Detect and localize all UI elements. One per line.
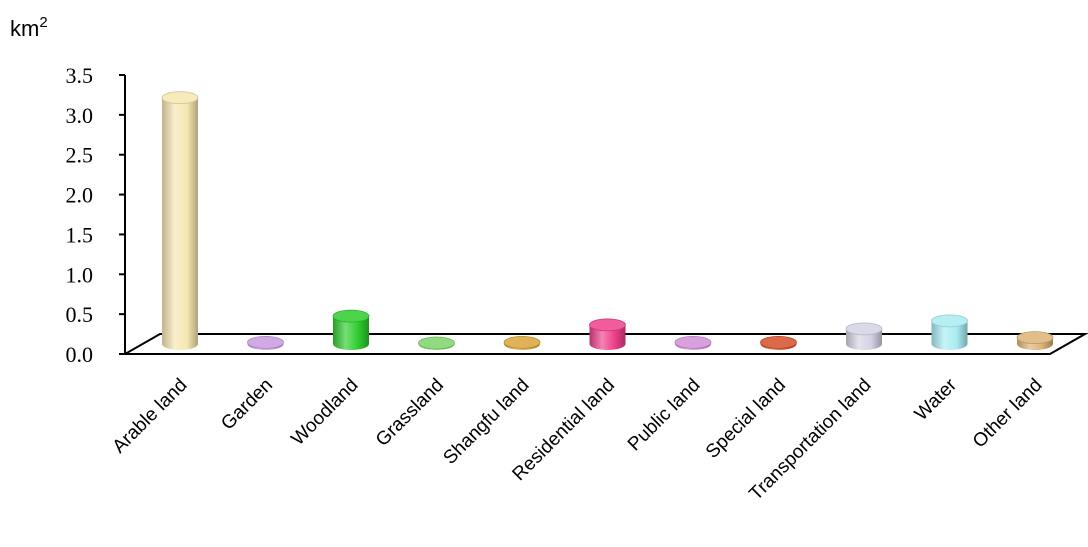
bar-garden — [247, 336, 284, 350]
x-tick-label: Woodland — [287, 375, 362, 450]
y-tick-label: 1.5 — [66, 222, 94, 247]
bar-top — [1016, 331, 1054, 345]
y-tick-label: 2.5 — [66, 143, 94, 168]
bar-top — [760, 336, 797, 349]
bar-special-land — [760, 336, 797, 350]
y-axis-ticks: 0.0 0.5 1.0 1.5 2.0 2.5 3.0 3.5 — [66, 63, 125, 367]
x-tick-label: Shangfu land — [439, 375, 533, 469]
y-tick-label: 3.5 — [66, 63, 94, 88]
bar-other-land — [1016, 331, 1054, 350]
y-axis-unit-label: km2 — [10, 14, 48, 41]
bar-top — [503, 336, 541, 349]
y-tick-label: 2.0 — [66, 183, 94, 208]
bar-body — [931, 320, 968, 350]
bar-water — [931, 314, 968, 350]
y-tick-label: 0.0 — [66, 342, 94, 367]
bar-shangfu-land — [503, 336, 541, 350]
bar-top — [845, 322, 883, 336]
bar-top — [332, 309, 370, 323]
bar-public-land — [674, 336, 712, 350]
x-tick-label: Special land — [702, 375, 790, 463]
x-tick-label: Public land — [624, 375, 705, 456]
bar-top — [247, 336, 284, 349]
x-tick-label: Grassland — [372, 375, 448, 451]
x-tick-label: Garden — [217, 375, 277, 435]
bar-residential-land — [589, 318, 626, 350]
bar-top — [589, 318, 626, 332]
y-tick-label: 1.0 — [66, 262, 94, 287]
bar-arable-land — [161, 91, 199, 350]
y-tick-label: 3.0 — [66, 103, 94, 128]
bar-top — [931, 314, 968, 328]
bar-grassland — [418, 336, 455, 350]
x-tick-label: Water — [911, 374, 962, 425]
bar-body — [162, 97, 198, 350]
bar-body — [333, 316, 369, 350]
chart-bars — [161, 91, 1054, 350]
x-axis-labels: Arable land Garden Woodland GrasslandShangf… — [109, 374, 1047, 505]
bar-body — [589, 324, 626, 350]
bar-top — [161, 91, 199, 105]
x-tick-label: Arable land — [109, 375, 192, 458]
chart-axes — [121, 75, 1088, 355]
bar-transportation-land — [845, 322, 883, 350]
bar-top — [674, 336, 712, 349]
bar-woodland — [332, 309, 370, 350]
y-tick-label: 0.5 — [66, 302, 94, 327]
x-tick-label: Other land — [969, 375, 1047, 453]
bar-top — [418, 336, 455, 350]
